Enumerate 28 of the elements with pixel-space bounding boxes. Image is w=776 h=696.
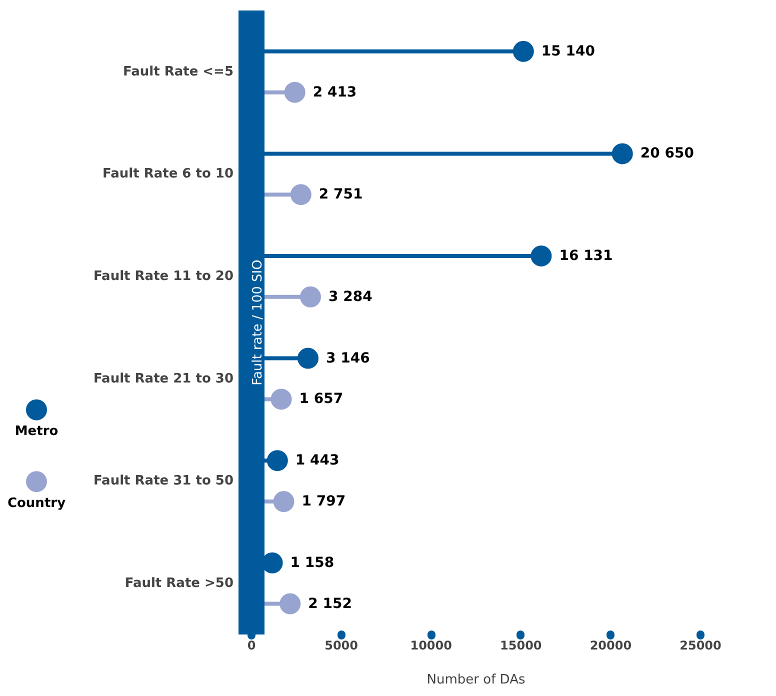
y-axis-title: Fault rate / 100 SIO xyxy=(250,260,266,386)
x-tick-label: 20000 xyxy=(590,638,632,652)
x-tick-label: 0 xyxy=(247,638,256,652)
data-label: 2 152 xyxy=(308,596,352,612)
y-tick-label: Fault Rate 6 to 10 xyxy=(102,166,234,182)
data-label: 16 131 xyxy=(559,248,613,264)
data-label: 2 413 xyxy=(312,84,357,100)
y-tick-label: Fault Rate 21 to 30 xyxy=(93,371,234,386)
data-label: 1 158 xyxy=(290,554,334,571)
y-tick-label: Fault Rate 31 to 50 xyxy=(93,474,234,489)
x-tick-label: 25000 xyxy=(680,638,722,652)
data-label: 1 797 xyxy=(302,494,346,510)
data-label: 20 650 xyxy=(640,146,694,162)
y-tick-label: Fault Rate 11 to 20 xyxy=(93,268,234,284)
data-label: 2 751 xyxy=(318,186,363,203)
legend-label: Country xyxy=(7,496,66,511)
y-tick-label: Fault Rate <=5 xyxy=(122,64,234,80)
legend-label: Metro xyxy=(14,424,58,440)
data-label: 1 657 xyxy=(299,391,344,408)
x-axis-title: Number of DAs xyxy=(426,672,526,688)
data-label: 1 443 xyxy=(295,452,340,469)
data-label: 15 140 xyxy=(541,43,596,60)
x-tick-label: 15000 xyxy=(500,638,542,652)
data-label: 3 284 xyxy=(328,288,373,305)
x-tick-label: 5000 xyxy=(324,638,358,652)
data-label: 3 146 xyxy=(326,350,370,366)
x-tick-label: 10000 xyxy=(410,638,452,652)
y-tick-label: Fault Rate >50 xyxy=(124,576,234,591)
